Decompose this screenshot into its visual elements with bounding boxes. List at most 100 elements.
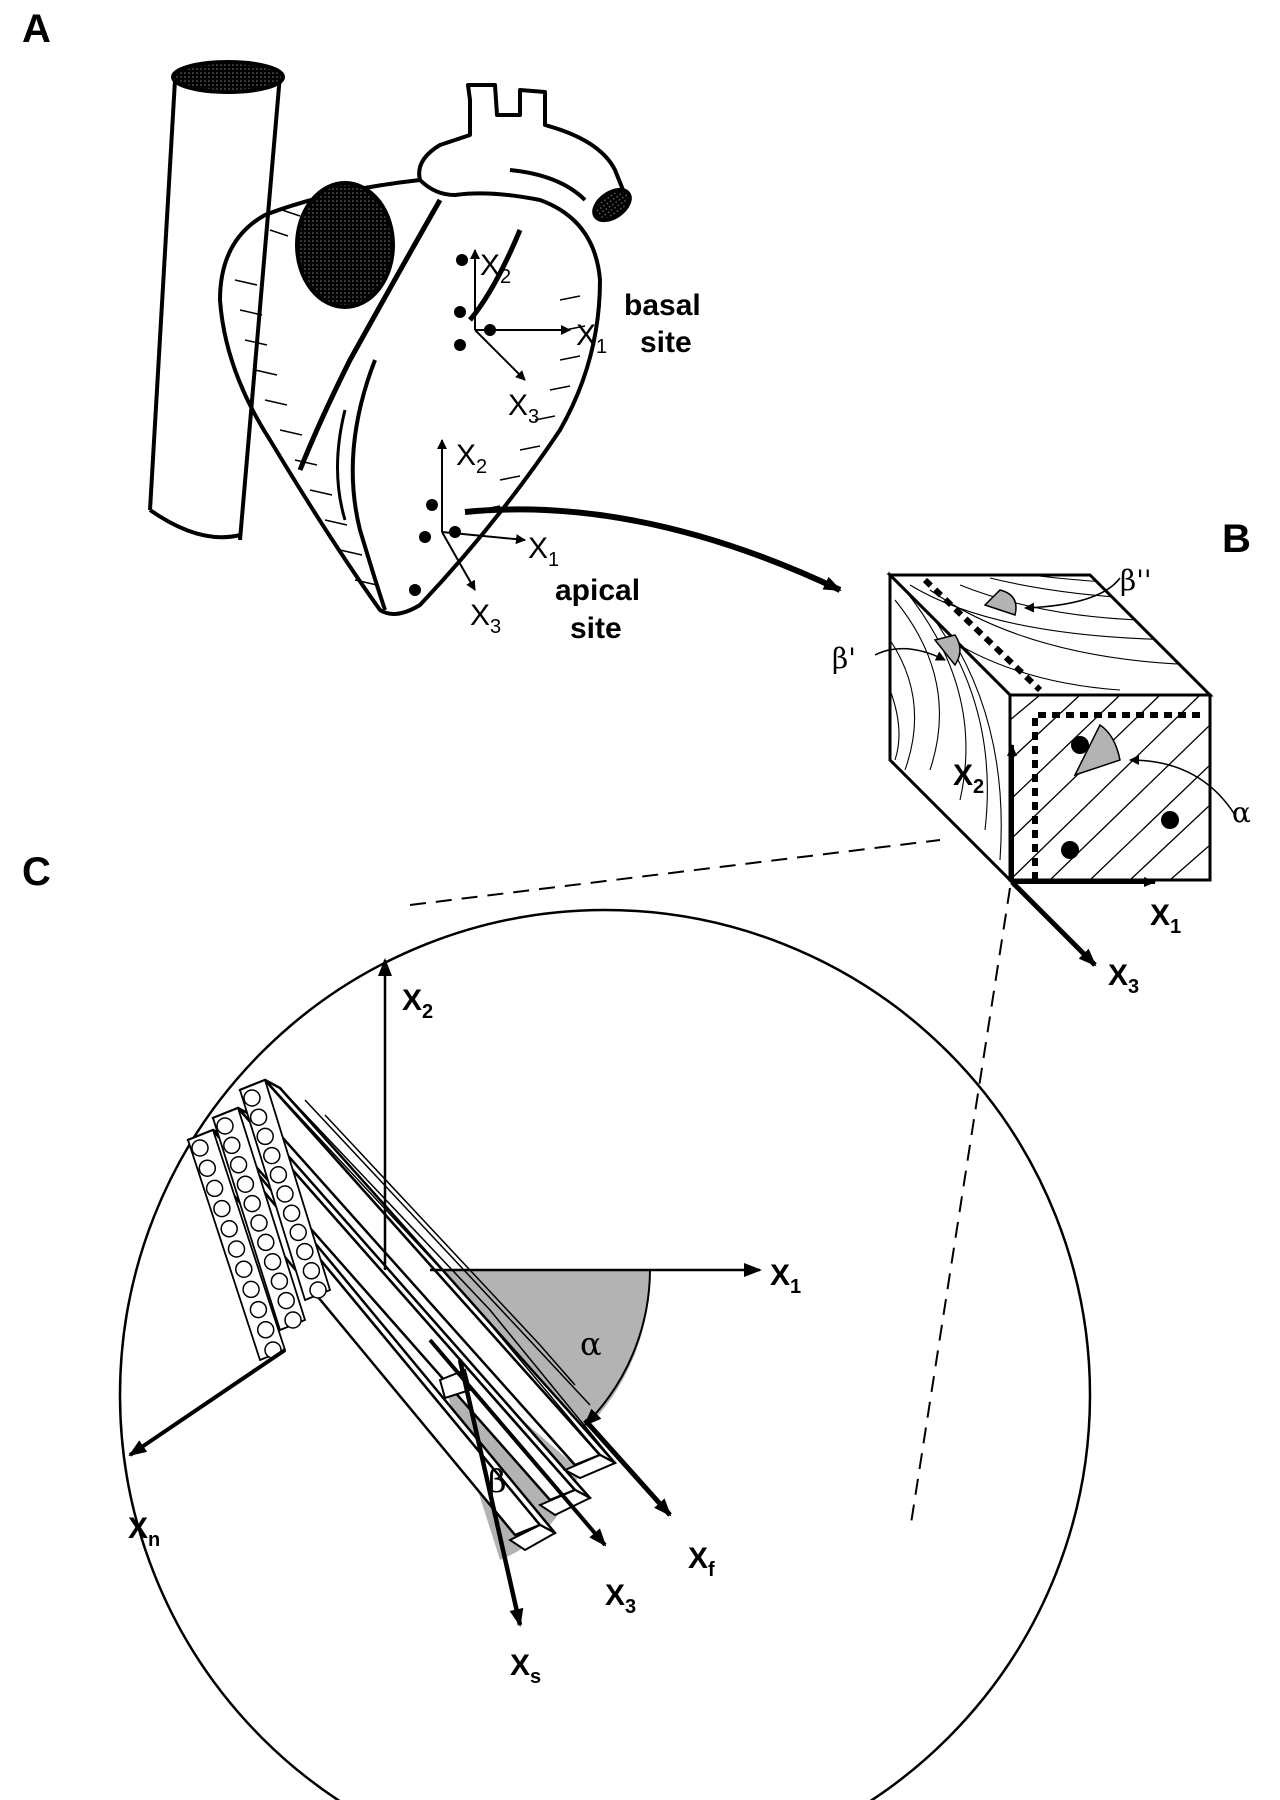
basal-marker-2 <box>454 306 466 318</box>
beta-prime-wedge <box>933 634 961 667</box>
myocyte-circle <box>282 1204 301 1222</box>
block-x3-axis <box>1010 880 1097 967</box>
pulmonary-artery-outline <box>509 168 587 202</box>
alpha-label-b: α <box>1232 796 1251 829</box>
vena-cava-drawing <box>148 60 285 541</box>
panel-label-a: A <box>22 7 51 51</box>
vessel-left-edge <box>148 79 177 511</box>
myocyte-circle <box>213 1199 231 1218</box>
myocyte-circle <box>249 1300 268 1319</box>
c-xs-label: Xs <box>510 1649 541 1688</box>
vessel-lumen <box>171 60 285 94</box>
c-x3-label: X3 <box>605 1579 636 1618</box>
beta-prime-label: β' <box>832 642 856 675</box>
apical-x1-label: X1 <box>528 532 559 571</box>
myocyte-circle <box>220 1220 238 1238</box>
basal-label-line1: basal <box>624 289 701 322</box>
myocyte-circle <box>243 1194 261 1213</box>
myocyte-circle <box>270 1272 289 1290</box>
myocyte-circle <box>242 1280 260 1299</box>
myocyte-circle <box>269 1166 288 1184</box>
alpha-label-c: α <box>580 1325 602 1363</box>
apical-label-line2: site <box>570 612 622 645</box>
c-x3-axis <box>428 1338 607 1547</box>
myocyte-circle <box>235 1260 253 1278</box>
myocyte-circle <box>229 1156 248 1174</box>
apical-marker-4 <box>409 584 421 596</box>
block-x3-label: X3 <box>1108 959 1139 998</box>
basal-marker-3 <box>454 339 466 351</box>
block-marker-2 <box>1161 811 1179 829</box>
c-xf-axis <box>583 1418 672 1517</box>
c-x1-label: X1 <box>770 1259 801 1298</box>
vessel-right-edge <box>238 74 282 541</box>
alpha-arc-c <box>583 1269 651 1427</box>
myocyte-circle <box>227 1240 246 1258</box>
alpha-leader-b <box>1129 755 1236 816</box>
beta-label-c: β <box>488 1462 507 1500</box>
myocyte-circle <box>191 1139 209 1157</box>
c-x2-label: X2 <box>402 984 433 1023</box>
c-xs-axis <box>457 1359 524 1627</box>
great-vessels-outline <box>417 83 627 196</box>
panel-label-b: B <box>1222 517 1251 561</box>
groove-lower <box>350 359 387 611</box>
apical-marker-2 <box>419 531 431 543</box>
myocyte-circle <box>302 1262 321 1280</box>
alpha-sector-c <box>430 1270 651 1430</box>
panel-a: A <box>22 7 842 645</box>
heart-drawing <box>218 83 632 616</box>
beta-prime-leader <box>874 647 946 661</box>
myocyte-circle <box>256 1321 275 1339</box>
beta-double-prime-wedge <box>983 589 1017 616</box>
myocyte-circle <box>216 1117 234 1135</box>
myocyte-circle <box>223 1136 241 1155</box>
basal-x1-label: X1 <box>576 319 607 358</box>
myocyte-circle <box>277 1291 295 1310</box>
basal-marker-1 <box>456 254 468 266</box>
myocyte-circle <box>309 1281 327 1299</box>
zoom-line-right <box>909 887 1011 1531</box>
block-marker-3 <box>1061 841 1079 859</box>
apical-x3-label: X3 <box>470 599 501 638</box>
c-xn-label: Xn <box>128 1512 160 1551</box>
myocyte-circle <box>296 1242 314 1261</box>
basal-x3-label: X3 <box>508 389 539 428</box>
myocyte-circle <box>205 1179 224 1198</box>
myocyte-circles <box>191 1089 327 1359</box>
basal-x3-axis <box>474 329 526 381</box>
myocyte-circle <box>236 1175 255 1193</box>
myocyte-circle <box>256 1127 274 1146</box>
myocyte-circle <box>243 1089 261 1107</box>
block-x2-label: X2 <box>953 759 984 798</box>
myocyte-circle <box>249 1108 268 1126</box>
groove-inner <box>336 409 347 521</box>
myocyte-circle <box>284 1311 302 1329</box>
apical-marker-1 <box>426 499 438 511</box>
basal-site: X2 X1 X3 basal site <box>454 249 701 428</box>
basal-label-line2: site <box>640 326 692 359</box>
heart-hatching <box>234 209 586 586</box>
myocyte-circle <box>263 1253 282 1271</box>
artery-lumen <box>592 187 632 223</box>
magnified-view-circle <box>118 908 1092 1800</box>
c-xn-axis <box>128 1348 287 1457</box>
groove-anterior <box>297 198 443 471</box>
myocyte-circle <box>198 1159 217 1177</box>
block-x1-label: X1 <box>1150 899 1181 938</box>
alpha-wedge-b <box>1073 723 1121 777</box>
apical-to-block-arrow <box>464 506 842 593</box>
atrium-opening <box>295 181 395 309</box>
apical-x3-axis <box>441 531 476 591</box>
apical-marker-3 <box>449 526 461 538</box>
block-marker-1 <box>1071 736 1089 754</box>
myocyte-circle <box>289 1223 307 1242</box>
apical-label-line1: apical <box>555 574 640 607</box>
myocyte-circle <box>257 1233 275 1252</box>
heart-outline <box>218 178 602 616</box>
beta-double-prime-leader <box>1024 577 1121 613</box>
apical-x2-label: X2 <box>456 439 487 478</box>
myocyte-circle <box>263 1146 281 1165</box>
panel-c: C <box>22 850 1092 1800</box>
